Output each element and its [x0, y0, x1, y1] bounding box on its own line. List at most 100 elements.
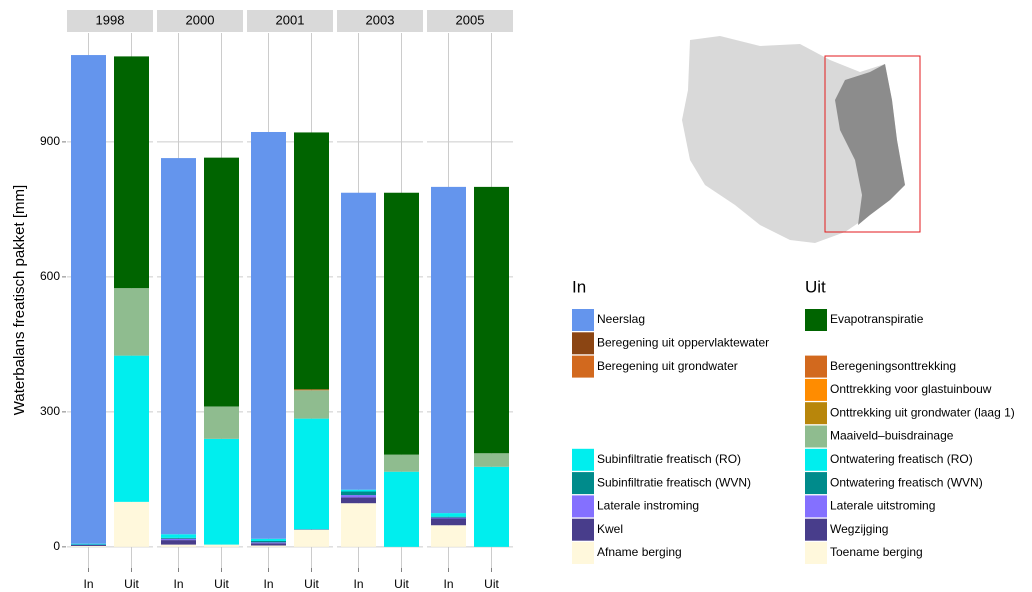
- bar-segment: [294, 390, 329, 419]
- x-tick-label: Uit: [214, 577, 229, 591]
- legend-key: [572, 542, 594, 564]
- y-tick-label: 900: [40, 134, 60, 148]
- facet-label: 2003: [366, 12, 395, 27]
- legend-key: [572, 472, 594, 495]
- bar-segment: [341, 497, 376, 504]
- legend-label: Evapotranspiratie: [830, 312, 924, 326]
- y-tick-label: 300: [40, 404, 60, 418]
- x-tick-label: Uit: [124, 577, 139, 591]
- bar-segment: [251, 541, 286, 543]
- legend-key: [805, 542, 827, 564]
- bar-segment: [161, 537, 196, 539]
- y-tick-label: 600: [40, 269, 60, 283]
- legend-label: Onttrekking uit grondwater (laag 1): [830, 405, 1015, 419]
- legend-key: [572, 332, 594, 355]
- bar-segment: [251, 543, 286, 546]
- bar-segment: [384, 471, 419, 547]
- x-tick-label: Uit: [394, 577, 409, 591]
- bar-segment: [204, 544, 239, 547]
- legend-label: Afname berging: [597, 545, 682, 559]
- legend-key: [572, 355, 594, 378]
- bar-segment: [71, 543, 106, 545]
- bar-segment: [384, 454, 419, 472]
- legend-label: Laterale instroming: [597, 499, 699, 513]
- legend-key: [805, 472, 827, 495]
- bar-segment: [251, 542, 286, 544]
- x-tick-label: In: [173, 577, 183, 591]
- bar-segment: [341, 495, 376, 498]
- bar-segment: [474, 186, 509, 454]
- legend-title: Uit: [805, 277, 826, 296]
- bar-segment: [341, 489, 376, 492]
- x-tick-label: Uit: [304, 577, 319, 591]
- legend-label: Beregeningsonttrekking: [830, 359, 956, 373]
- bar-segment: [204, 438, 239, 545]
- bar-segment: [204, 406, 239, 439]
- facet-label: 2001: [276, 12, 305, 27]
- facet-label: 2005: [456, 12, 485, 27]
- facet-label: 2000: [186, 12, 215, 27]
- bar-segment: [161, 544, 196, 547]
- legend-label: Maaiveld–buisdrainage: [830, 429, 954, 443]
- legend-label: Kwel: [597, 522, 623, 536]
- x-tick-label: In: [263, 577, 273, 591]
- bar-segment: [384, 192, 419, 455]
- bar-segment: [431, 525, 466, 547]
- bar-segment: [251, 538, 286, 542]
- map-frame: [824, 55, 921, 233]
- bar-segment: [114, 56, 149, 289]
- bar-segment: [161, 534, 196, 538]
- legend-key: [572, 309, 594, 331]
- bar-segment: [431, 513, 466, 517]
- bar-segment: [71, 55, 106, 544]
- legend-key: [572, 518, 594, 541]
- map-inset: [682, 36, 921, 243]
- bar-segment: [204, 157, 239, 407]
- bar-segment: [161, 158, 196, 535]
- facet-label: 1998: [96, 12, 125, 27]
- bar-segment: [294, 389, 329, 391]
- bar-segment: [71, 545, 106, 547]
- bar-segment: [71, 544, 106, 546]
- legend-key: [805, 355, 827, 378]
- legend-label: Onttrekking voor glastuinbouw: [830, 382, 992, 396]
- bar-segment: [341, 491, 376, 496]
- bar-segment: [474, 453, 509, 467]
- legend-label: Wegzijging: [830, 522, 888, 536]
- bar-segment: [431, 517, 466, 519]
- bar-segment: [114, 355, 149, 502]
- map-selection: [835, 64, 905, 225]
- facet-strip: [67, 10, 153, 32]
- legend-label: Neerslag: [597, 312, 645, 326]
- legend-label: Subinfiltratie freatisch (RO): [597, 452, 741, 466]
- bar-segment: [161, 538, 196, 541]
- legend-label: Laterale uitstroming: [830, 499, 935, 513]
- legend-label: Beregening uit oppervlaktewater: [597, 335, 769, 349]
- y-tick-label: 0: [53, 539, 60, 553]
- x-tick-label: In: [353, 577, 363, 591]
- bar-segment: [251, 131, 286, 539]
- legend-key: [805, 448, 827, 471]
- bar-segment: [431, 516, 466, 518]
- bar-segment: [294, 132, 329, 390]
- x-tick-label: In: [83, 577, 93, 591]
- facet-strip: [337, 10, 423, 32]
- legend-label: Ontwatering freatisch (WVN): [830, 475, 983, 489]
- bar-segment: [294, 529, 329, 547]
- legend-key: [805, 495, 827, 518]
- x-tick-label: Uit: [484, 577, 499, 591]
- bar-segment: [251, 545, 286, 547]
- bar-segment: [431, 186, 466, 514]
- facet-strip: [427, 10, 513, 32]
- legend-key: [805, 378, 827, 401]
- legend-key: [805, 425, 827, 448]
- bar-segment: [114, 288, 149, 356]
- bar-segment: [114, 501, 149, 547]
- legend-label: Ontwatering freatisch (RO): [830, 452, 973, 466]
- legend-key: [805, 309, 827, 331]
- facet-strip: [157, 10, 243, 32]
- legend-label: Toename berging: [830, 545, 923, 559]
- y-axis-label: Waterbalans freatisch pakket [mm]: [11, 185, 28, 415]
- legend-title: In: [572, 277, 586, 296]
